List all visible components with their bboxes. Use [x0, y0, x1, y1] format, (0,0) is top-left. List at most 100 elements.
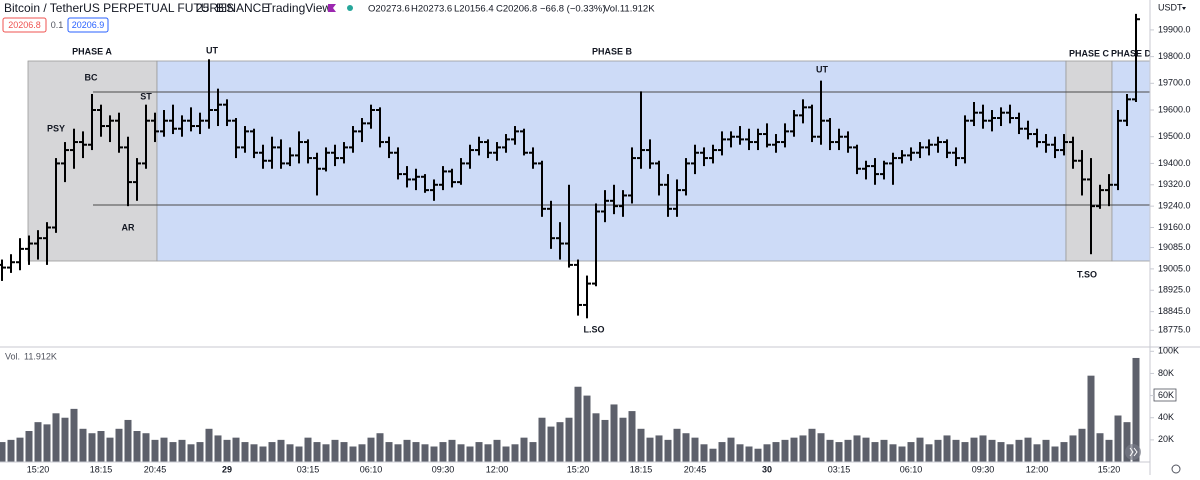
x-tick-label: 29	[222, 464, 232, 474]
volume-bar	[916, 437, 924, 462]
phase-label: PHASE A	[72, 46, 112, 56]
volume-bar	[286, 444, 294, 462]
ask-box[interactable]	[67, 17, 109, 33]
volume-bar	[169, 442, 177, 462]
volume-bar	[637, 428, 645, 462]
event-label: UT	[816, 64, 828, 74]
volume-bar	[376, 433, 384, 462]
phase-label: PHASE B	[592, 46, 633, 56]
volume-bar	[556, 422, 564, 462]
volume-bar	[115, 428, 123, 462]
volume-bar	[196, 442, 204, 462]
ohlc-open: O20273.6	[368, 4, 410, 15]
currency-caret[interactable]	[1182, 7, 1186, 10]
volume-bar	[97, 431, 105, 462]
symbol[interactable]: Bitcoin / TetherUS PERPETUAL FUTURES	[4, 1, 234, 15]
settings-icon[interactable]	[1171, 464, 1181, 474]
flag-icon[interactable]	[328, 4, 336, 12]
volume-bar	[808, 428, 816, 462]
volume-bar	[43, 424, 51, 462]
x-tick-label: 18:15	[630, 464, 653, 474]
volume-bar	[142, 433, 150, 462]
volume-bar	[133, 431, 141, 462]
volume-bar	[592, 413, 600, 462]
volume-bar	[907, 442, 915, 462]
volume-bar	[655, 435, 663, 462]
currency[interactable]: USDT	[1158, 2, 1183, 12]
volume-bar	[34, 422, 42, 462]
volume-bar	[70, 408, 78, 462]
x-tick-label: 30	[762, 464, 772, 474]
volume-bar	[439, 442, 447, 462]
y-tick-label: 18925.0	[1158, 285, 1191, 295]
x-tick-label: 06:10	[900, 464, 923, 474]
volume-bar	[205, 428, 213, 462]
volume-bar	[304, 437, 312, 462]
volume-bar	[277, 439, 285, 462]
x-tick-label: 09:30	[972, 464, 995, 474]
volume-bar	[727, 437, 735, 462]
volume-bar	[394, 444, 402, 462]
volume-bar	[943, 435, 951, 462]
volume-bar	[1123, 422, 1131, 462]
volume-bar	[979, 435, 987, 462]
y-tick-label: 19700.0	[1158, 78, 1191, 88]
volume-bar	[1051, 446, 1059, 462]
volume-bar	[295, 446, 303, 462]
volume-bar	[1033, 444, 1041, 462]
volume-bars	[0, 357, 1140, 462]
volume-bar	[1078, 428, 1086, 462]
volume-bar	[0, 442, 6, 462]
volume-value: 11.912K	[24, 351, 57, 361]
volume-bar	[529, 442, 537, 462]
interval[interactable]: 25	[196, 1, 210, 15]
volume-bar	[736, 444, 744, 462]
price-bars	[0, 13, 1140, 319]
volume-bar	[700, 444, 708, 462]
x-tick-label: 18:15	[90, 464, 113, 474]
volume-bar	[673, 428, 681, 462]
volume-bar	[16, 437, 24, 462]
volume-bar	[844, 439, 852, 462]
event-label: AR	[122, 222, 135, 232]
volume-bar	[367, 437, 375, 462]
volume-tick-label: 20K	[1158, 434, 1174, 444]
volume-bar	[241, 442, 249, 462]
volume-bar	[790, 437, 798, 462]
volume-bar	[259, 446, 267, 462]
volume-bar	[187, 444, 195, 462]
ohlc-close: C20206.8	[496, 4, 537, 15]
scroll-icon[interactable]	[1129, 447, 1138, 457]
volume-bar	[601, 419, 609, 462]
status-dot	[347, 5, 353, 11]
volume-bar	[619, 417, 627, 462]
volume-bar	[1042, 439, 1050, 462]
volume-bar	[448, 439, 456, 462]
volume-bar	[484, 444, 492, 462]
volume-bar	[1060, 442, 1068, 462]
volume-bar	[862, 437, 870, 462]
volume-bar	[151, 439, 159, 462]
volume-bar	[349, 446, 357, 462]
volume-bar	[799, 435, 807, 462]
y-tick-label: 18845.0	[1158, 306, 1191, 316]
bid-box[interactable]	[2, 17, 47, 33]
ohlc-change: −66.8 (−0.33%)	[540, 4, 606, 15]
y-tick-label: 18775.0	[1158, 325, 1191, 335]
volume-bar	[610, 404, 618, 462]
volume-bar	[817, 433, 825, 462]
x-tick-label: 12:00	[1026, 464, 1049, 474]
volume-bar	[835, 442, 843, 462]
y-tick-label: 19400.0	[1158, 158, 1191, 168]
volume-bar	[961, 442, 969, 462]
volume-bar	[385, 442, 393, 462]
volume-bar	[646, 437, 654, 462]
volume-bar	[1096, 433, 1104, 462]
volume-bar	[826, 439, 834, 462]
volume-bar	[511, 444, 519, 462]
volume-bar	[313, 442, 321, 462]
volume-tick-label: 100K	[1158, 346, 1179, 356]
volume-bar	[988, 439, 996, 462]
x-tick-label: 03:15	[828, 464, 851, 474]
